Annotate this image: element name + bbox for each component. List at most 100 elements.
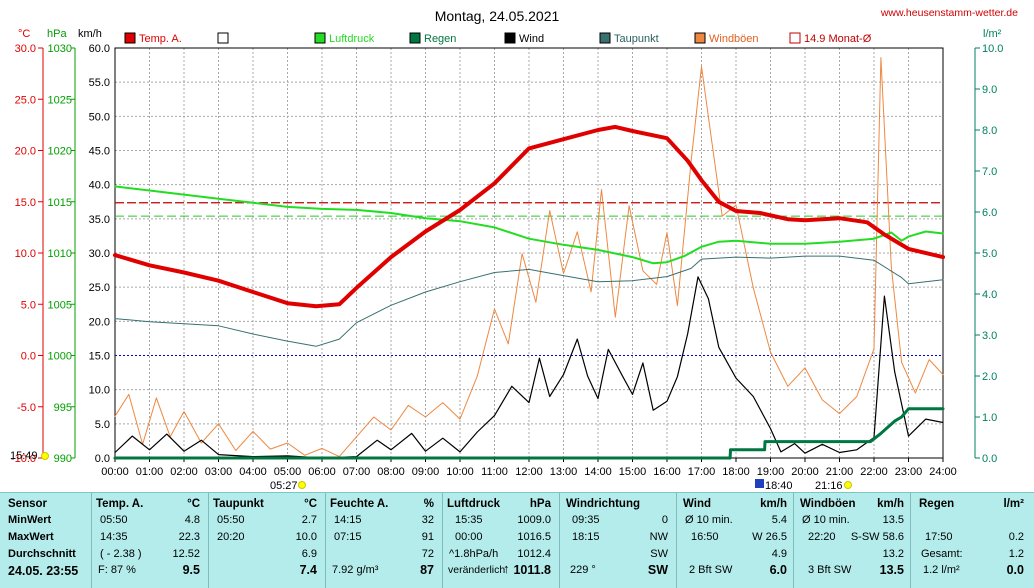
series-line-taupunkt: [114, 255, 944, 347]
direction-avg: SW: [650, 548, 668, 560]
legend-label: Taupunkt: [614, 33, 659, 45]
humidity-min-time: 14:15: [334, 514, 362, 526]
dew-header: Taupunkt: [213, 498, 264, 510]
gusts-unit: km/h: [877, 498, 904, 510]
arrow-up-icon: ↑: [503, 561, 510, 576]
gusts-bft: 3 Bft SW: [808, 564, 852, 576]
temp-tick-label: 0.0: [21, 351, 36, 363]
row-label-min: MinWert: [8, 514, 52, 526]
sunset-label: 21:16: [815, 480, 843, 492]
wind-tick-label: 60.0: [89, 43, 110, 55]
x-tick-label: 13:00: [550, 466, 578, 478]
pressure-tick-label: 1020: [48, 146, 72, 158]
site-link[interactable]: www.heusenstamm-wetter.de: [880, 7, 1018, 19]
x-tick-label: 19:00: [757, 466, 785, 478]
pressure-tick-label: 995: [54, 402, 72, 414]
legend-swatch: [217, 32, 229, 44]
wind-tick-label: 55.0: [89, 77, 110, 89]
x-tick-label: 24:00: [929, 466, 957, 478]
row-label-max: MaxWert: [8, 531, 54, 543]
direction-min-time: 09:35: [572, 514, 600, 526]
x-tick-label: 14:00: [584, 466, 612, 478]
x-tick-label: 22:00: [860, 466, 888, 478]
legend-label: Temp. A.: [139, 33, 182, 45]
row-label-avg: Durchschnitt: [8, 548, 76, 560]
x-tick-label: 07:00: [343, 466, 371, 478]
humidity-current: 87: [420, 563, 434, 577]
temp-max-time: 14:35: [100, 531, 128, 543]
x-axis: 00:00 01:00 02:00 03:00 04:00 05:00 06:00 07:00…: [101, 458, 957, 478]
pressure-header: Luftdruck: [447, 498, 501, 510]
wind-bft: 2 Bft SW: [689, 564, 733, 576]
rain-tick-label: 8.0: [982, 125, 997, 137]
wind-tick-label: 25.0: [89, 282, 110, 294]
wind-row1-label: Ø 10 min.: [685, 514, 733, 526]
dew-min-time: 05:50: [217, 514, 245, 526]
series-line-windböen: [114, 57, 944, 458]
chart-title: Montag, 24.05.2021: [435, 8, 560, 24]
x-tick-label: 04:00: [239, 466, 267, 478]
gusts-avg: 13.2: [882, 548, 904, 560]
temp-tick-label: 25.0: [15, 94, 36, 106]
pressure-min: 1009.0: [517, 514, 551, 526]
sunrise-dot: [298, 481, 306, 489]
pressure-tick-label: 1015: [48, 197, 72, 209]
humidity-header: Feuchte A.: [330, 498, 389, 510]
x-tick-label: 20:00: [791, 466, 819, 478]
wind-tick-label: 0.0: [95, 453, 110, 465]
wind-tick-label: 45.0: [89, 146, 110, 158]
separator: [208, 493, 209, 588]
direction-current: SW: [647, 563, 668, 577]
stats-panel: Sensor MinWert MaxWert Durchschnitt 24.0…: [0, 492, 1034, 588]
temp-avg-note: ( - 2.38 ): [100, 548, 142, 560]
legend-label: Luftdruck: [329, 33, 375, 45]
x-tick-label: 11:00: [481, 466, 508, 478]
x-tick-label: 09:00: [412, 466, 440, 478]
series-line-regen: [113, 407, 945, 460]
gusts-row1-value: 13.5: [882, 514, 904, 526]
stats-rain: Regen l/m² 17:50 0.2 Gesamt: 1.2 1.2 l/m…: [911, 493, 1034, 588]
gusts-header: Windböen: [800, 498, 856, 510]
pressure-max: 1016.5: [517, 531, 551, 543]
humidity-min: 32: [421, 514, 434, 526]
separator: [91, 493, 92, 588]
temp-tick-label: 20.0: [15, 146, 36, 158]
wind-max-time: 16:50: [691, 531, 719, 543]
temp-unit: °C: [187, 498, 200, 510]
wind-tick-label: 5.0: [95, 419, 110, 431]
temp-max: 22.3: [178, 531, 200, 543]
rain-max-time: 17:50: [925, 531, 953, 543]
series-line-luftdruck: [114, 185, 944, 265]
x-tick-label: 01:00: [136, 466, 164, 478]
temp-current: 9.5: [182, 563, 200, 577]
legend-label: Regen: [424, 33, 456, 45]
wind-tick-label: 20.0: [89, 316, 110, 328]
stats-dew: Taupunkt °C 05:50 2.7 20:20 10.0 6.9 7.4: [209, 493, 325, 588]
dew-current: 7.4: [299, 563, 317, 577]
unit-temp: °C: [18, 28, 30, 40]
series-layer: [113, 57, 945, 460]
gusts-row1-label: Ø 10 min.: [802, 514, 850, 526]
wind-row1-value: 5.4: [771, 514, 787, 526]
pressure-tick-label: 1005: [48, 299, 72, 311]
rain-tick-label: 3.0: [982, 330, 997, 342]
x-tick-label: 12:00: [515, 466, 543, 478]
legend-swatch: [694, 32, 706, 44]
pressure-tick-label: 1030: [48, 43, 72, 55]
marker-1840-icon: [755, 479, 764, 488]
stats-pressure: Luftdruck hPa 15:35 1009.0 00:00 1016.5 …: [443, 493, 559, 588]
x-tick-label: 10:00: [446, 466, 474, 478]
left-time-dot: [41, 452, 49, 460]
rain-tick-label: 4.0: [982, 289, 997, 301]
temp-humidity-note: F: 87 %: [98, 564, 136, 576]
rain-total-label: Gesamt:: [921, 548, 963, 560]
temp-min: 4.8: [184, 514, 200, 526]
wind-avg: 4.9: [771, 548, 787, 560]
stats-sensor: Sensor MinWert MaxWert Durchschnitt 24.0…: [0, 493, 92, 588]
sunset-dot: [844, 481, 852, 489]
wind-tick-label: 10.0: [89, 385, 110, 397]
wind-current: 6.0: [769, 563, 787, 577]
temp-header: Temp. A.: [96, 498, 144, 510]
x-tick-label: 06:00: [308, 466, 336, 478]
wind-tick-label: 50.0: [89, 111, 110, 123]
